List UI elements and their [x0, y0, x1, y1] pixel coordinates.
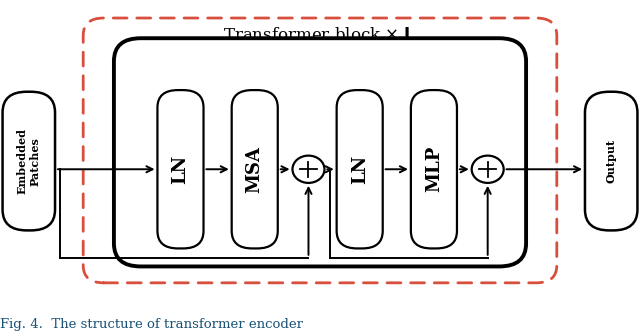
- FancyBboxPatch shape: [83, 18, 557, 283]
- FancyBboxPatch shape: [114, 38, 526, 266]
- FancyBboxPatch shape: [337, 90, 383, 248]
- Text: MSA: MSA: [246, 146, 264, 193]
- Text: Output: Output: [605, 139, 617, 183]
- Circle shape: [472, 156, 504, 183]
- Text: MLP: MLP: [425, 146, 443, 193]
- Text: Transformer block $\times$ $\mathbf{L}$: Transformer block $\times$ $\mathbf{L}$: [223, 27, 417, 44]
- FancyBboxPatch shape: [411, 90, 457, 248]
- Text: Fig. 4.  The structure of transformer encoder: Fig. 4. The structure of transformer enc…: [0, 318, 303, 331]
- FancyBboxPatch shape: [232, 90, 278, 248]
- Circle shape: [292, 156, 324, 183]
- FancyBboxPatch shape: [157, 90, 204, 248]
- FancyBboxPatch shape: [3, 92, 55, 230]
- FancyBboxPatch shape: [585, 92, 637, 230]
- Text: Embedded
Patches: Embedded Patches: [17, 128, 41, 194]
- Text: LN: LN: [351, 155, 369, 184]
- Text: LN: LN: [172, 155, 189, 184]
